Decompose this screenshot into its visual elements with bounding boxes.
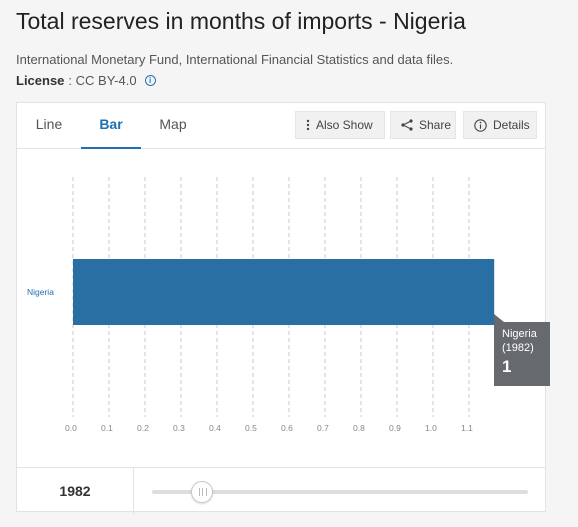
details-label: Details [493, 118, 530, 132]
tab-line[interactable]: Line [35, 116, 63, 132]
x-tick-label: 0.7 [317, 423, 329, 433]
details-button[interactable]: Details [463, 111, 537, 139]
license-value: : CC BY-4.0 [68, 73, 137, 88]
info-icon[interactable]: i [144, 75, 156, 86]
tooltip-arrow [494, 314, 504, 322]
tooltip-year: (1982) [502, 342, 534, 354]
share-icon [401, 119, 413, 131]
x-tick-label: 1.1 [461, 423, 473, 433]
x-tick-label: 0.1 [101, 423, 113, 433]
selected-year: 1982 [17, 468, 134, 514]
x-tick-label: 0.2 [137, 423, 149, 433]
share-label: Share [419, 118, 452, 132]
more-vertical-icon [306, 119, 310, 131]
bar-chart: 0.0 0.1 0.2 0.3 0.4 0.5 0.6 0.7 0.8 0.9 1.0 1.1 Nige… [27, 177, 495, 433]
x-tick-label: 0.4 [209, 423, 221, 433]
x-tick-label: 1.0 [425, 423, 437, 433]
info-circle-icon [474, 118, 487, 132]
tooltip-value: 1 [502, 357, 512, 376]
timeline-footer: 1982 [17, 467, 545, 514]
x-tick-label: 0.9 [389, 423, 401, 433]
data-source: International Monetary Fund, Internation… [16, 52, 454, 67]
x-tick-label: 0.5 [245, 423, 257, 433]
tab-bar: Line Bar Map Also Show Share Details [17, 103, 545, 149]
tooltip-country: Nigeria [502, 328, 537, 340]
x-tick-label: 0.6 [281, 423, 293, 433]
tab-bar-chart[interactable]: Bar [81, 103, 141, 149]
year-slider-handle[interactable] [191, 481, 213, 503]
also-show-label: Also Show [316, 118, 373, 132]
share-button[interactable]: Share [390, 111, 456, 139]
bar [73, 259, 495, 325]
chart-card: Line Bar Map Also Show Share Details [16, 102, 547, 514]
page-title: Total reserves in months of imports - Ni… [16, 8, 466, 34]
x-tick-label: 0.3 [173, 423, 185, 433]
license-line: License : CC BY-4.0 i [16, 73, 156, 88]
tab-map[interactable]: Map [159, 116, 187, 132]
year-slider-track[interactable] [152, 490, 528, 494]
category-label: Nigeria [27, 287, 54, 297]
license-label: License [16, 73, 65, 88]
also-show-button[interactable]: Also Show [295, 111, 385, 139]
x-tick-label: 0.0 [65, 423, 77, 433]
chart-area: 0.0 0.1 0.2 0.3 0.4 0.5 0.6 0.7 0.8 0.9 1.0 1.1 Nige… [17, 149, 547, 467]
chart-tooltip: Nigeria (1982) 1 [494, 322, 550, 386]
x-tick-label: 0.8 [353, 423, 365, 433]
